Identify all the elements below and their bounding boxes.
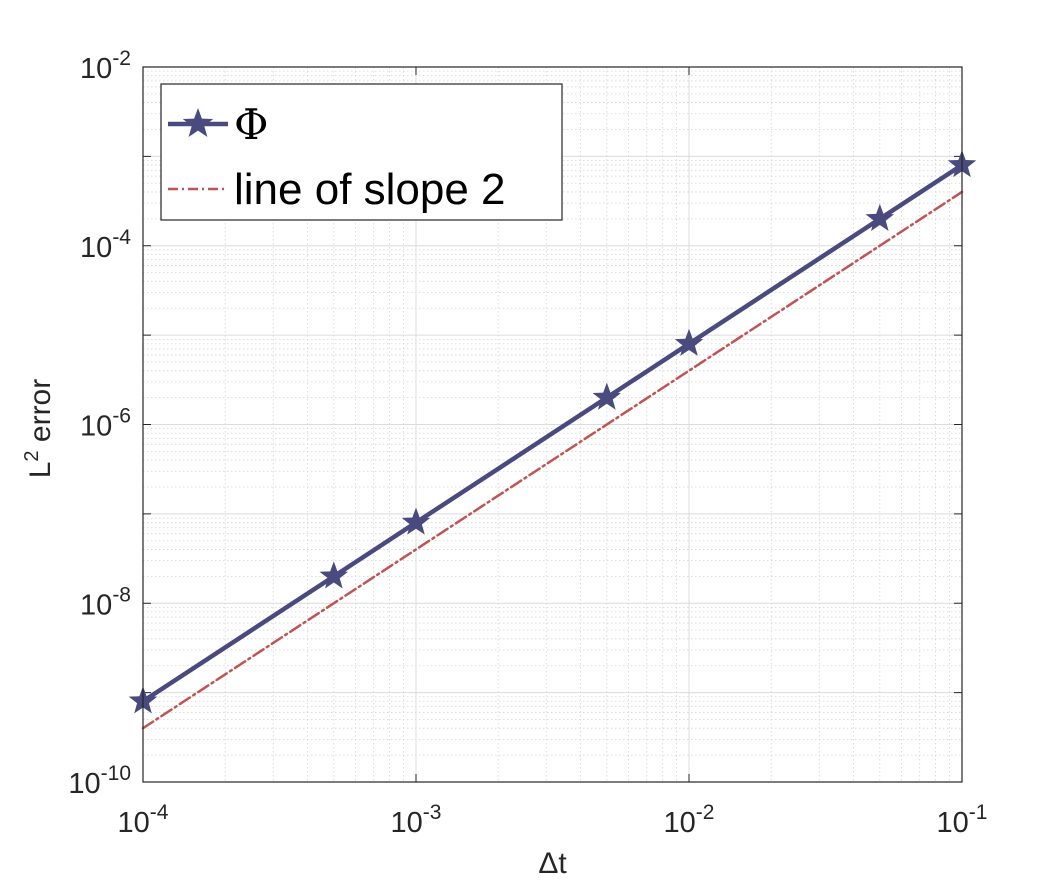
x-tick-label-exponent: -2: [696, 801, 715, 824]
y-tick-label: 10-10: [68, 762, 131, 800]
y-tick-label-exponent: -8: [112, 583, 131, 606]
y-tick-label-exponent: -4: [112, 226, 131, 249]
x-tick-label-base: 10: [118, 807, 150, 839]
x-tick-label-exponent: -4: [150, 801, 169, 824]
y-tick-label: 10-8: [80, 583, 131, 621]
axes-box: [142, 66, 963, 783]
y-axis-label-superscript: 2: [21, 450, 43, 461]
y-tick-label: 10-2: [80, 47, 131, 85]
y-tick-label-exponent: -10: [101, 762, 131, 785]
series-line-1: [141, 190, 964, 730]
y-axis-label-base: L: [24, 462, 57, 479]
y-tick-label-base: 10: [68, 768, 100, 800]
x-tick-label: 10-4: [118, 801, 169, 839]
y-axis-label-rest: error: [24, 379, 57, 451]
series-marker-star: [401, 507, 431, 535]
x-tick-label-exponent: -3: [423, 801, 442, 824]
plot-series: [128, 150, 977, 730]
y-tick-label-base: 10: [80, 232, 112, 264]
x-tick-label: 10-3: [391, 801, 442, 839]
legend-label-phi: Φ: [234, 100, 268, 149]
x-tick-label-base: 10: [391, 807, 423, 839]
x-axis-label: Δt: [538, 847, 567, 880]
legend: Φ line of slope 2: [160, 83, 563, 221]
y-tick-label-exponent: -2: [112, 47, 131, 70]
y-tick-label-base: 10: [80, 589, 112, 621]
x-tick-label: 10-1: [937, 801, 988, 839]
series-marker-star: [865, 203, 895, 231]
legend-box: [160, 83, 563, 221]
x-tick-label-base: 10: [937, 807, 969, 839]
y-axis-label: L2 error: [21, 379, 57, 479]
series-marker-star: [592, 382, 622, 410]
x-tick-label-base: 10: [664, 807, 696, 839]
x-tick-label-exponent: -1: [969, 801, 988, 824]
legend-star-marker: [182, 108, 214, 137]
y-tick-label: 10-4: [80, 226, 131, 264]
y-tick-label-base: 10: [80, 411, 112, 443]
y-tick-label-exponent: -6: [112, 405, 131, 428]
y-tick-label-base: 10: [80, 53, 112, 85]
series-marker-star: [319, 561, 349, 589]
x-tick-label: 10-2: [664, 801, 715, 839]
series-marker-star: [674, 328, 704, 356]
legend-label-slope: line of slope 2: [234, 165, 506, 214]
y-tick-label: 10-6: [80, 405, 131, 443]
